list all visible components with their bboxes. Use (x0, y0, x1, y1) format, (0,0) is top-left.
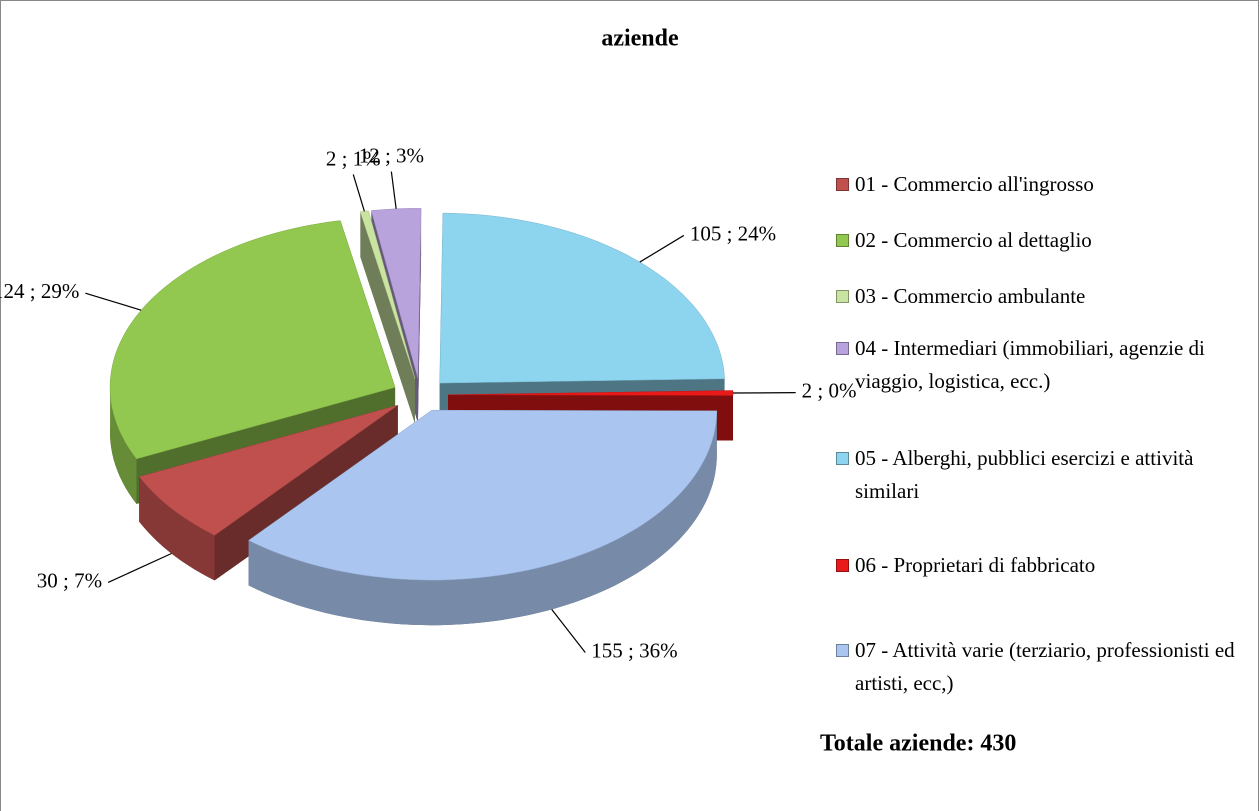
legend-item: 04 - Intermediari (immobiliari, agenzie … (836, 332, 1250, 398)
legend-label: 03 - Commercio ambulante (855, 284, 1086, 308)
legend-label: 05 - Alberghi, pubblici esercizi e attiv… (855, 446, 1194, 503)
chart-title: aziende (601, 26, 679, 52)
leader-line (551, 609, 586, 653)
annotation: Totale aziende: 430 (820, 731, 1016, 757)
legend-swatch (836, 234, 849, 247)
slice (359, 210, 416, 379)
legend-swatch (836, 178, 849, 191)
data-label: 2 ; 0% (802, 378, 857, 402)
leader-line (352, 174, 365, 212)
leader-line (639, 234, 685, 263)
data-label: 155 ; 36% (591, 638, 677, 662)
data-label: 124 ; 29% (0, 279, 79, 303)
data-label: 2 ; 1% (326, 146, 381, 170)
legend-label: 01 - Commercio all'ingrosso (855, 172, 1094, 196)
data-label: 30 ; 7% (37, 568, 102, 592)
slice (248, 409, 718, 581)
legend-swatch (836, 559, 849, 572)
legend-item: 01 - Commercio all'ingrosso (836, 168, 1094, 201)
legend-swatch (836, 644, 849, 657)
legend-label: 04 - Intermediari (immobiliari, agenzie … (855, 336, 1205, 393)
slice (439, 212, 725, 384)
data-label: 105 ; 24% (690, 221, 776, 245)
legend-label: 07 - Attività varie (terziario, professi… (855, 638, 1235, 695)
legend-item: 07 - Attività varie (terziario, professi… (836, 634, 1250, 700)
data-label: 12 ; 3% (359, 143, 424, 167)
legend-item: 03 - Commercio ambulante (836, 280, 1085, 313)
legend-item: 02 - Commercio al dettaglio (836, 224, 1092, 257)
legend-item: 06 - Proprietari di fabbricato (836, 549, 1095, 582)
leader-line (85, 292, 142, 311)
slice-side (248, 410, 717, 626)
legend-label: 06 - Proprietari di fabbricato (855, 553, 1096, 577)
slice-side (110, 387, 137, 504)
legend-swatch (836, 452, 849, 465)
slice (109, 220, 396, 460)
slice (138, 404, 398, 536)
leader-line (390, 171, 397, 209)
legend-swatch (836, 290, 849, 303)
slice-side (139, 476, 215, 581)
legend-label: 02 - Commercio al dettaglio (855, 228, 1092, 252)
legend-item: 05 - Alberghi, pubblici esercizi e attiv… (836, 442, 1250, 508)
leader-line (107, 552, 172, 583)
legend-swatch (836, 342, 849, 355)
